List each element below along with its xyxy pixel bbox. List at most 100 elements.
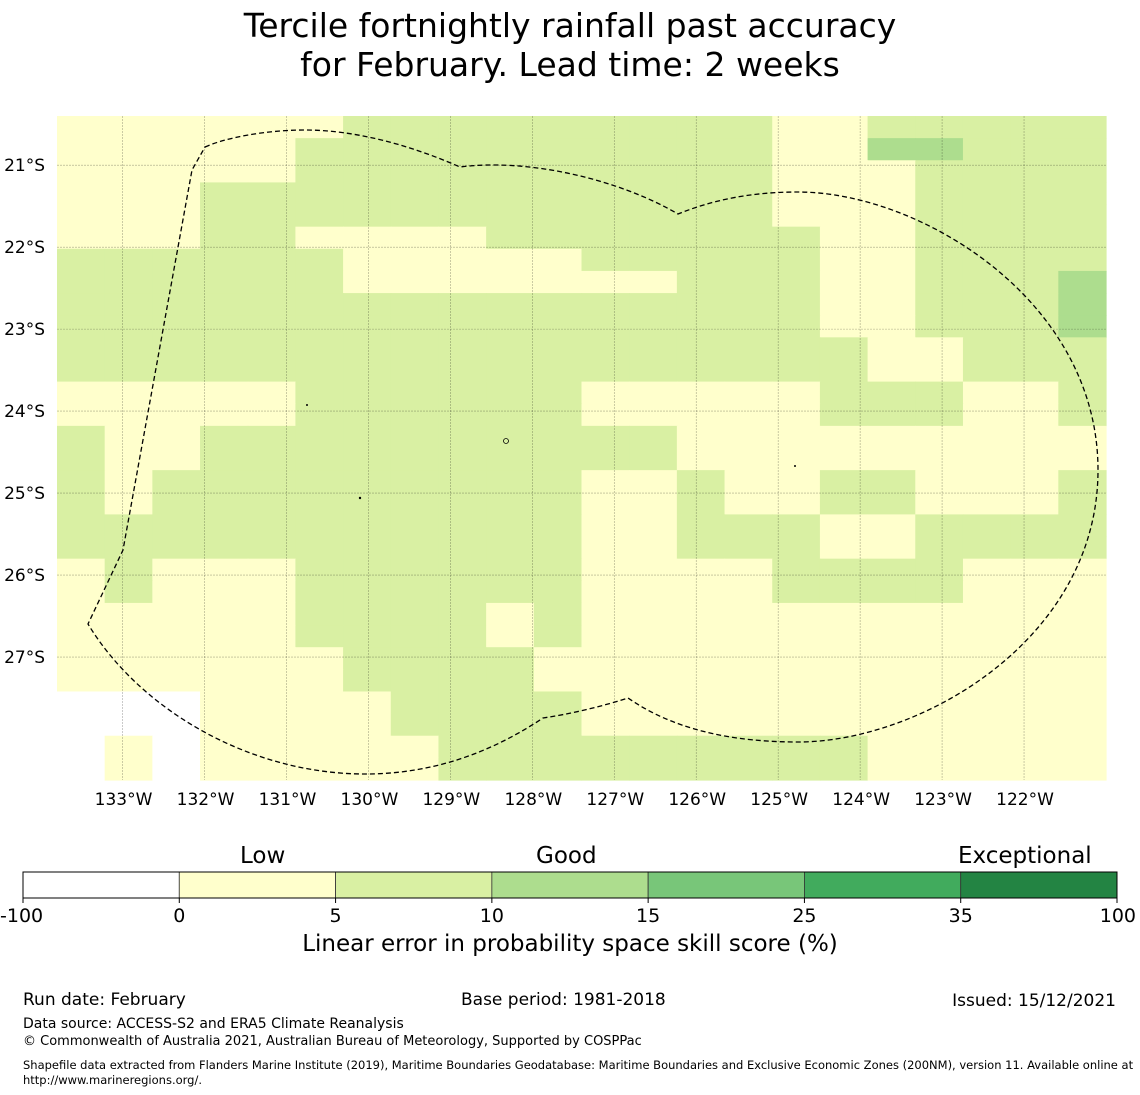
grid-cell: [772, 536, 821, 560]
grid-cell: [390, 713, 440, 737]
grid-cell: [867, 602, 916, 626]
grid-cell: [581, 204, 630, 228]
grid-cell: [676, 514, 726, 538]
grid-cell: [104, 602, 153, 626]
grid-cell: [486, 226, 535, 250]
grid-cell: [390, 160, 440, 183]
grid-cell: [1058, 138, 1107, 161]
grid-cell: [295, 735, 344, 759]
grid-cell: [104, 270, 153, 294]
grid-cell: [343, 492, 392, 515]
grid-cell: [486, 713, 535, 737]
grid-cell: [772, 757, 821, 781]
grid-cell: [819, 204, 869, 228]
grid-cell: [57, 204, 106, 228]
grid-cell: [581, 514, 630, 538]
grid-cell: [533, 182, 583, 206]
grid-cell: [581, 337, 630, 361]
grid-cell: [438, 558, 487, 582]
grid-cell: [1010, 602, 1059, 626]
colorbar-segment: [335, 871, 493, 899]
grid-cell: [533, 558, 583, 582]
grid-cell: [486, 160, 535, 183]
grid-cell: [533, 757, 583, 781]
grid-cell: [247, 381, 297, 405]
grid-cell: [819, 182, 869, 206]
longitude-tick-label: 124°W: [832, 790, 890, 810]
grid-cell: [724, 315, 773, 338]
grid-cell: [724, 492, 773, 515]
grid-cell: [486, 293, 535, 316]
colorbar-tick-label: 25: [792, 905, 816, 927]
run-date: Run date: February: [23, 990, 186, 1010]
grid-cell: [581, 116, 630, 139]
grid-cell: [57, 625, 106, 648]
grid-cell: [438, 381, 487, 405]
grid-cell: [819, 669, 869, 693]
grid-cell: [962, 713, 1012, 737]
grid-cell: [57, 226, 106, 250]
grid-cell: [343, 558, 392, 582]
grid-cell: [104, 182, 153, 206]
grid-cell: [200, 381, 249, 405]
grid-cell: [343, 580, 392, 604]
grid-cell: [581, 580, 630, 604]
grid-cell: [57, 735, 106, 759]
grid-cell: [581, 625, 630, 648]
grid-cell: [152, 757, 201, 781]
grid-cell: [676, 248, 726, 272]
grid-cell: [57, 116, 106, 139]
grid-cell: [772, 492, 821, 515]
grid-cell: [247, 448, 297, 471]
latitude-tick-label: 21°S: [4, 156, 45, 176]
grid-cell: [724, 691, 773, 715]
grid-cell: [104, 315, 153, 338]
grid-cell: [533, 425, 583, 449]
grid-cell: [581, 558, 630, 582]
grid-cell: [343, 381, 392, 405]
grid-cell: [629, 735, 678, 759]
grid-cell: [676, 270, 726, 294]
grid-cell: [104, 381, 153, 405]
grid-cell: [867, 470, 916, 493]
grid-cell: [581, 448, 630, 471]
grid-cell: [772, 182, 821, 206]
grid-cell: [772, 403, 821, 427]
grid-cell: [915, 160, 964, 183]
grid-cell: [676, 425, 726, 449]
grid-cell: [819, 470, 869, 493]
grid-cell: [438, 204, 487, 228]
grid-cell: [200, 248, 249, 272]
grid-cell: [343, 182, 392, 206]
grid-cell: [533, 536, 583, 560]
grid-cell: [486, 381, 535, 405]
grid-cell: [867, 403, 916, 427]
grid-cell: [247, 315, 297, 338]
grid-cell: [152, 116, 201, 139]
grid-cell: [676, 669, 726, 693]
grid-cell: [867, 625, 916, 648]
grid-cell: [390, 403, 440, 427]
grid-cell: [962, 691, 1012, 715]
grid-cell: [247, 403, 297, 427]
grid-cell: [57, 403, 106, 427]
grid-cell: [438, 757, 487, 781]
grid-cell: [57, 270, 106, 294]
grid-cell: [772, 669, 821, 693]
grid-cell: [724, 580, 773, 604]
grid-cell: [295, 625, 344, 648]
grid-cell: [819, 226, 869, 250]
grid-cell: [295, 448, 344, 471]
grid-cell: [724, 359, 773, 383]
grid-cell: [104, 470, 153, 493]
grid-cell: [247, 204, 297, 228]
grid-cell: [438, 470, 487, 493]
grid-cell: [247, 735, 297, 759]
grid-cell: [1010, 116, 1059, 139]
grid-cell: [152, 492, 201, 515]
grid-cell: [962, 138, 1012, 161]
grid-cell: [629, 138, 678, 161]
grid-cell: [1058, 713, 1107, 737]
grid-cell: [1058, 625, 1107, 648]
grid-cell: [676, 580, 726, 604]
